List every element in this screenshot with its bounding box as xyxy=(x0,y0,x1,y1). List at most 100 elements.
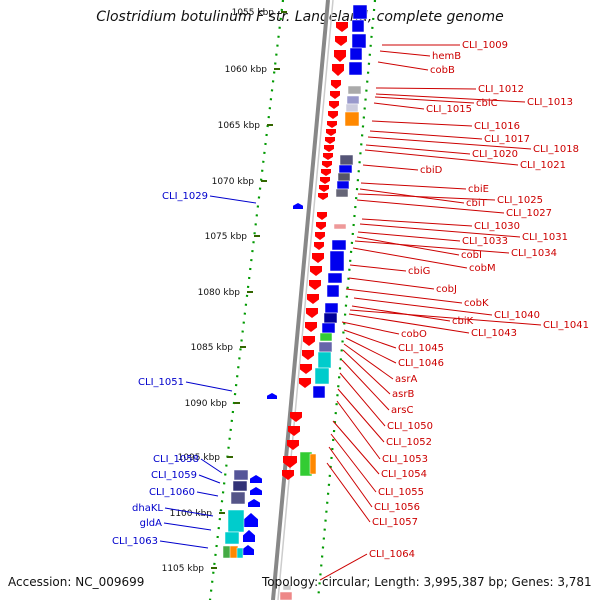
feature-box xyxy=(348,61,363,76)
forward-gene-arrow xyxy=(290,412,302,422)
label-leader-line xyxy=(345,288,463,304)
forward-gene-arrow xyxy=(283,456,297,468)
feature-box xyxy=(349,47,363,61)
feature-box xyxy=(279,591,293,600)
reverse-gene-arrow xyxy=(293,203,303,209)
label-leader-line xyxy=(196,491,219,497)
genome-backbone-edge xyxy=(277,0,334,600)
gene-label: CLI_1058 xyxy=(153,454,199,465)
label-leader-line xyxy=(343,329,397,349)
forward-gene-arrow xyxy=(316,222,326,230)
label-leader-line xyxy=(339,372,386,427)
label-leader-line xyxy=(209,195,257,204)
gene-label: cbiK xyxy=(452,316,474,327)
gene-label: asrB xyxy=(392,389,414,400)
reverse-gene-arrow xyxy=(242,545,254,555)
feature-box xyxy=(336,180,350,190)
forward-gene-arrow xyxy=(327,121,337,128)
gene-label: cobI xyxy=(461,250,482,261)
forward-gene-arrow xyxy=(323,153,333,160)
forward-gene-arrow xyxy=(324,145,334,152)
feature-box xyxy=(314,367,330,385)
feature-box xyxy=(227,509,245,533)
label-leader-line xyxy=(198,474,221,484)
forward-gene-arrow xyxy=(314,242,324,250)
feature-box xyxy=(344,111,360,127)
label-leader-line xyxy=(362,164,419,171)
gene-label: CLI_1016 xyxy=(474,121,520,132)
gene-label: CLI_1029 xyxy=(162,191,208,202)
forward-gene-arrow xyxy=(315,232,325,240)
genome-summary: Topology: circular; Length: 3,995,387 bp… xyxy=(262,575,592,589)
gene-label: CLI_1033 xyxy=(462,236,508,247)
gene-label: CLI_1052 xyxy=(386,437,432,448)
feature-box xyxy=(282,584,292,591)
gene-label: cobK xyxy=(464,298,489,309)
feature-box xyxy=(232,480,248,492)
forward-gene-arrow xyxy=(299,378,311,388)
gene-label: CLI_1057 xyxy=(372,517,418,528)
gene-label: cbiD xyxy=(420,165,443,176)
feature-box xyxy=(319,332,333,342)
label-leader-line xyxy=(200,458,223,474)
gene-label: hemB xyxy=(432,51,461,62)
label-leader-line xyxy=(357,193,496,201)
label-leader-line xyxy=(330,433,377,493)
forward-gene-arrow xyxy=(321,169,331,176)
label-leader-line xyxy=(360,182,467,190)
feature-box xyxy=(335,188,349,198)
gene-label: CLI_1031 xyxy=(522,232,568,243)
feature-box xyxy=(327,272,343,284)
gene-label: CLI_1055 xyxy=(378,487,424,498)
label-leader-line xyxy=(379,50,431,57)
label-leader-line xyxy=(343,343,394,380)
reverse-gene-arrow xyxy=(243,530,255,542)
label-leader-line xyxy=(356,236,460,256)
label-leader-line xyxy=(326,462,371,523)
forward-gene-arrow xyxy=(328,111,338,119)
forward-gene-arrow xyxy=(305,322,317,332)
forward-gene-arrow xyxy=(302,350,314,360)
forward-gene-arrow xyxy=(300,364,312,374)
gene-label: CLI_1012 xyxy=(478,84,524,95)
forward-gene-arrow xyxy=(334,50,346,62)
label-leader-line xyxy=(357,231,461,242)
feature-box xyxy=(318,341,333,353)
ruler-tick-label: 1095 kbp xyxy=(178,453,221,463)
gene-label: CLI_1018 xyxy=(533,144,579,155)
forward-gene-arrow xyxy=(336,22,348,32)
label-leader-line xyxy=(352,247,468,269)
feature-box xyxy=(345,103,359,113)
gene-label: CLI_1059 xyxy=(151,470,197,481)
label-leader-line xyxy=(328,446,373,508)
feature-box xyxy=(347,85,362,95)
label-leader-line xyxy=(341,321,400,335)
page-title: Clostridium botulinum F str. Langeland, … xyxy=(96,9,504,25)
forward-gene-arrow xyxy=(288,426,300,436)
feature-box xyxy=(317,351,332,369)
feature-box xyxy=(224,531,240,545)
ruler-tick-label: 1080 kbp xyxy=(198,288,241,298)
ruler-tick-label: 1060 kbp xyxy=(225,65,268,75)
gene-label: cbiG xyxy=(408,266,430,277)
feature-box xyxy=(324,302,339,314)
forward-gene-arrow xyxy=(329,101,339,109)
genome-backbone xyxy=(271,0,330,600)
gene-label: CLI_1056 xyxy=(374,502,420,513)
gene-label: asrA xyxy=(395,374,417,385)
forward-gene-arrow xyxy=(309,280,321,290)
label-leader-line xyxy=(356,199,505,214)
gene-label: CLI_1050 xyxy=(387,421,433,432)
genes-value: 3,781 xyxy=(557,575,592,589)
forward-gene-arrow xyxy=(320,177,330,184)
length-value: 3,995,387 bp xyxy=(423,575,504,589)
ruler-tick-label: 1100 kbp xyxy=(170,509,213,519)
feature-box xyxy=(333,223,347,230)
label-leader-line xyxy=(348,277,435,290)
gene-label: CLI_1063 xyxy=(112,536,158,547)
gene-label: CLI_1030 xyxy=(474,221,520,232)
feature-box xyxy=(351,33,367,49)
label-leader-line xyxy=(349,264,407,272)
reverse-gene-arrow xyxy=(248,499,260,507)
feature-box xyxy=(338,164,353,174)
